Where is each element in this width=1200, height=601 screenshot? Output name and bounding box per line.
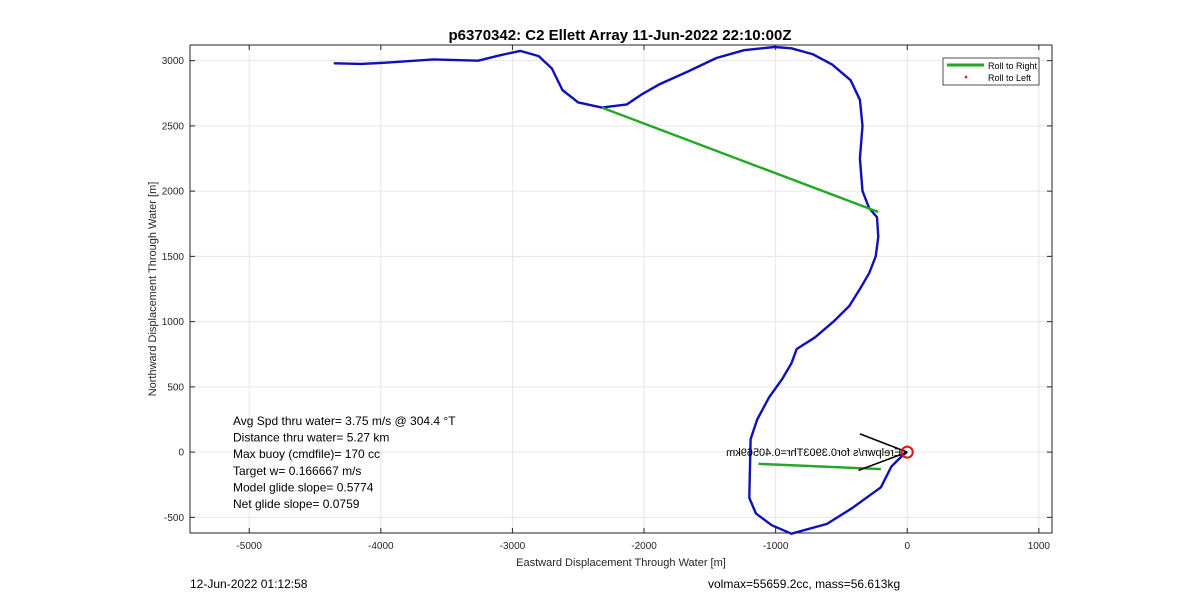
y-tick-label: -500 xyxy=(164,513,184,524)
axis-ticks: -5000 -4000 -3000 -2000 -1000 0 1000-500050010… xyxy=(162,45,1052,552)
y-tick-label: 3000 xyxy=(162,56,185,67)
stat-line: Max buoy (cmdfile)= 170 cc xyxy=(233,447,380,461)
footer-timestamp: 12-Jun-2022 01:12:58 xyxy=(190,577,308,591)
x-tick-label: -1000 xyxy=(763,541,789,552)
roll-right-segment xyxy=(758,462,881,471)
legend-swatch-roll-left xyxy=(964,75,968,79)
grid-lines xyxy=(190,45,1052,533)
stat-line: Avg Spd thru water= 3.75 m/s @ 304.4 °T xyxy=(233,414,456,428)
y-axis-label: Northward Displacement Through Water [m] xyxy=(147,182,159,397)
legend-box xyxy=(942,57,1040,86)
x-tick-label: -4000 xyxy=(368,541,394,552)
stat-line: Target w= 0.166667 m/s xyxy=(233,464,361,478)
x-axis-label: Eastward Displacement Through Water [m] xyxy=(516,557,726,569)
stat-line: Net glide slope= 0.0759 xyxy=(233,497,360,511)
x-tick-label: -5000 xyxy=(236,541,262,552)
legend: Roll to Right Roll to Left xyxy=(942,57,1040,86)
current-arrow-line xyxy=(858,451,908,472)
footer-volmax-mass: volmax=55659.2cc, mass=56.613kg xyxy=(708,577,900,591)
x-tick-label: 0 xyxy=(904,541,910,552)
glider-track-line xyxy=(333,45,908,535)
roll-right-segment xyxy=(601,106,879,214)
current-arrow-line xyxy=(859,433,908,453)
y-tick-label: 500 xyxy=(167,382,184,393)
stat-line: Model glide slope= 0.5774 xyxy=(233,480,374,494)
y-tick-label: 0 xyxy=(178,448,184,459)
legend-label-roll-left: Roll to Left xyxy=(988,73,1032,83)
y-tick-label: 2500 xyxy=(162,121,185,132)
y-tick-label: 2000 xyxy=(162,187,185,198)
x-tick-label: -3000 xyxy=(500,541,526,552)
stat-line: Distance thru water= 5.27 km xyxy=(233,431,389,445)
end-position-marker xyxy=(900,445,914,459)
plot-frame xyxy=(189,44,1053,534)
chart-title: p6370342: C2 Ellett Array 11-Jun-2022 22… xyxy=(449,27,792,44)
y-tick-label: 1500 xyxy=(162,252,185,263)
mirrored-current-label: Erelpwn/s for0.3903Thr=0.40569km xyxy=(726,447,901,459)
stats-text-block: Avg Spd thru water= 3.75 m/s @ 304.4 °T D… xyxy=(233,414,456,511)
plot-area: Erelpwn/s for0.3903Thr=0.40569km xyxy=(333,45,914,535)
legend-label-roll-right: Roll to Right xyxy=(988,61,1038,71)
y-tick-label: 1000 xyxy=(162,317,185,328)
x-tick-label: 1000 xyxy=(1028,541,1051,552)
x-tick-label: -2000 xyxy=(631,541,657,552)
